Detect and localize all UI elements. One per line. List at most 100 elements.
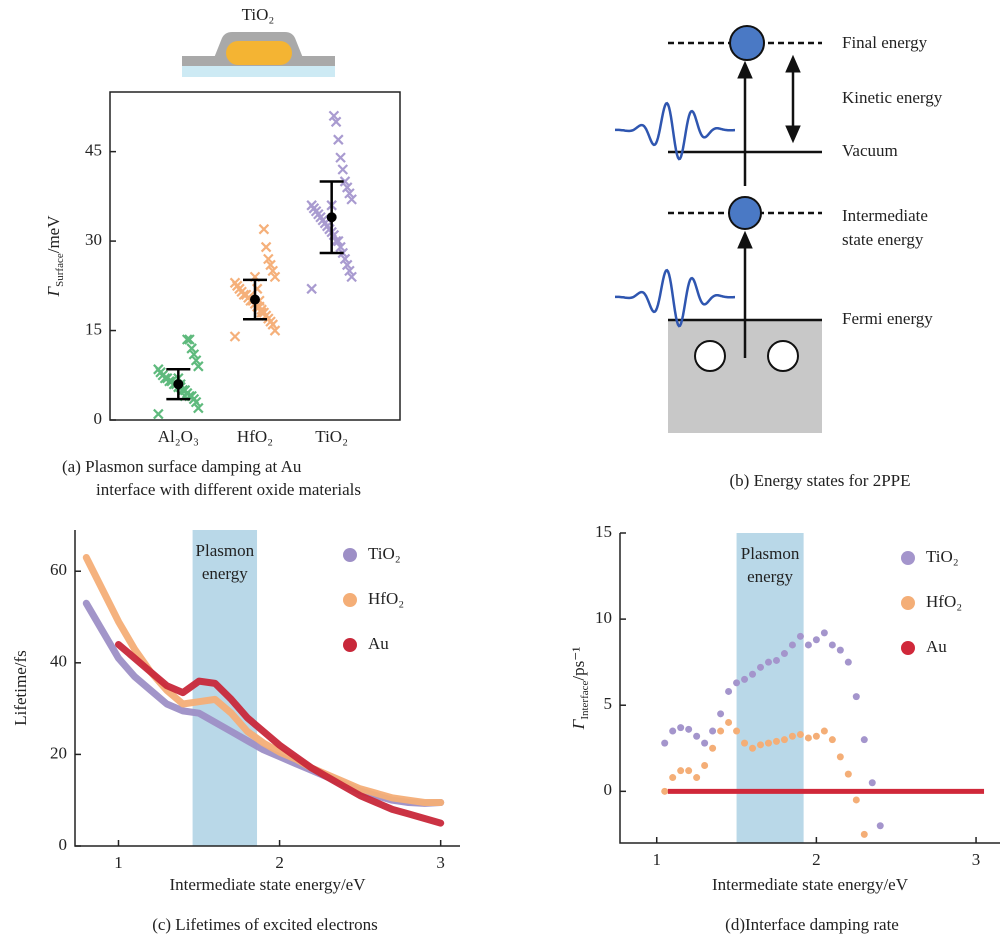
band-label: energy (747, 567, 793, 586)
data-point (844, 658, 852, 666)
data-point (796, 632, 804, 640)
data-point (804, 641, 812, 649)
legend-label: TiO₂ (368, 544, 401, 563)
band-label: Plasmon (741, 544, 800, 563)
data-point (860, 736, 868, 744)
data-point (193, 402, 204, 414)
hole (694, 340, 726, 372)
y-tick-label: 30 (85, 230, 102, 249)
data-point (741, 739, 749, 747)
arrow-head (737, 60, 753, 79)
y-axis-label: Lifetime/fs (11, 650, 30, 726)
y-tick-label: 0 (94, 409, 103, 428)
x-tick-label: 2 (812, 850, 821, 869)
diagram-label: Final energy (842, 33, 928, 52)
data-point (725, 718, 733, 726)
data-point (306, 200, 317, 211)
data-point (717, 710, 725, 718)
data-point (852, 796, 860, 804)
arrow-head (737, 230, 753, 249)
electron (728, 196, 762, 230)
data-point (733, 727, 741, 735)
data-point (333, 134, 344, 145)
data-point (709, 744, 717, 752)
mean-point (326, 212, 337, 223)
data-point (190, 355, 202, 366)
x-tick-label: TiO₂ (315, 427, 348, 446)
y-tick-label: 40 (50, 652, 67, 671)
plot-frame (109, 91, 401, 421)
data-point (733, 679, 741, 687)
panel: 0 15 30 45 ΓSurface/meV (a) Plasmon surface d… (44, 91, 401, 499)
data-point (693, 774, 701, 782)
data-point (717, 727, 725, 735)
hole (767, 340, 799, 372)
x-tick-label: 3 (972, 850, 981, 869)
data-point (341, 259, 353, 271)
data-point (764, 739, 772, 747)
data-point (780, 736, 788, 744)
data-point (709, 727, 717, 735)
data-point (335, 152, 346, 163)
data-point (669, 727, 677, 735)
y-tick-label: 10 (595, 608, 612, 627)
x-tick-label: 1 (114, 853, 123, 872)
data-point (852, 693, 860, 701)
label-unit: /ps⁻¹ (569, 647, 588, 681)
data-point (757, 663, 765, 671)
data-line (115, 641, 445, 827)
data-point (820, 727, 828, 735)
legend-marker (901, 596, 915, 610)
data-point (772, 656, 780, 664)
y-tick-label: 15 (85, 319, 102, 338)
legend-label: HfO₂ (926, 592, 962, 611)
data-point (346, 271, 357, 283)
data-point (263, 253, 274, 265)
legend-marker (901, 551, 915, 565)
arrow-head (785, 54, 801, 144)
data-point (341, 182, 353, 193)
data-point (757, 741, 765, 749)
x-tick-label: HfO₂ (237, 427, 273, 446)
data-point (677, 767, 685, 775)
legend-marker (343, 593, 357, 607)
data-point (229, 277, 241, 289)
data-point (701, 762, 709, 769)
legend-label: Au (926, 637, 947, 656)
diagram-label: Kinetic energy (842, 88, 943, 107)
legend-label: Au (368, 634, 389, 653)
highlight-band (192, 530, 258, 846)
y-tick-label: 60 (50, 560, 67, 579)
caption: (b) Energy states for 2PPE (730, 471, 911, 490)
data-point (344, 188, 355, 199)
data-point (844, 770, 852, 778)
data-point (328, 110, 340, 122)
energy-diagram (615, 25, 822, 433)
light-pulse (615, 268, 735, 328)
diagram-label: Intermediate (842, 206, 928, 225)
data-point (346, 194, 357, 205)
diagram-label: state energy (842, 230, 924, 249)
data-point (193, 361, 204, 372)
data-point (186, 343, 197, 354)
light-pulse (615, 101, 735, 161)
data-point (741, 675, 749, 683)
data-point (337, 164, 349, 175)
data-point (344, 265, 355, 277)
data-point (306, 283, 317, 295)
diagram-label: Vacuum (842, 141, 898, 160)
data-point (685, 767, 693, 775)
diagram-label: Fermi energy (842, 309, 933, 328)
gold-particle (226, 41, 292, 65)
caption: (d)Interface damping rate (725, 915, 899, 934)
label-subscript: Interface (579, 680, 591, 719)
data-point (267, 265, 279, 277)
diagram-labels: Final energy Kinetic energy Vacuum Inter… (730, 33, 943, 490)
band-label: Plasmon (196, 541, 255, 560)
label-symbol: Γ (569, 718, 588, 730)
data-point (669, 774, 677, 782)
data-point (685, 725, 693, 733)
data-point (184, 334, 195, 345)
caption: (a) Plasmon surface damping at Au (62, 457, 302, 476)
